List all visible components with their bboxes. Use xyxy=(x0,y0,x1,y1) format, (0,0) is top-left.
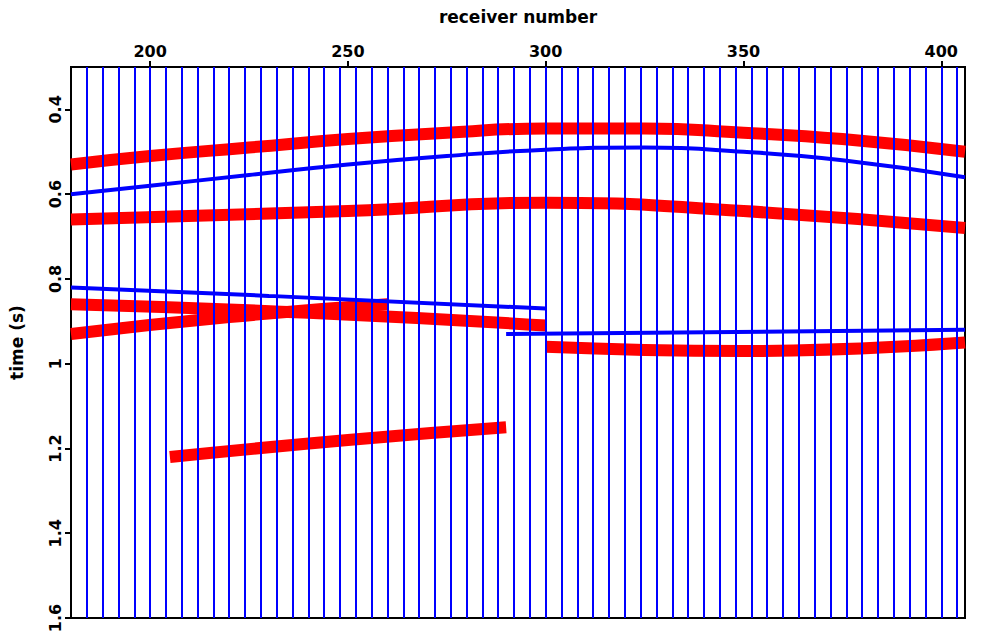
svg-text:350: 350 xyxy=(727,42,760,61)
svg-text:0.8: 0.8 xyxy=(46,265,65,293)
svg-text:time (s): time (s) xyxy=(7,305,27,380)
svg-text:300: 300 xyxy=(529,42,562,61)
svg-text:1.6: 1.6 xyxy=(46,604,65,632)
svg-text:1.2: 1.2 xyxy=(46,434,65,462)
svg-text:0.6: 0.6 xyxy=(46,180,65,208)
svg-text:400: 400 xyxy=(925,42,958,61)
svg-text:receiver number: receiver number xyxy=(439,7,598,27)
svg-text:250: 250 xyxy=(331,42,364,61)
svg-text:200: 200 xyxy=(133,42,166,61)
svg-text:0.4: 0.4 xyxy=(46,95,65,123)
svg-text:1.4: 1.4 xyxy=(46,519,65,547)
svg-text:1: 1 xyxy=(46,358,65,369)
